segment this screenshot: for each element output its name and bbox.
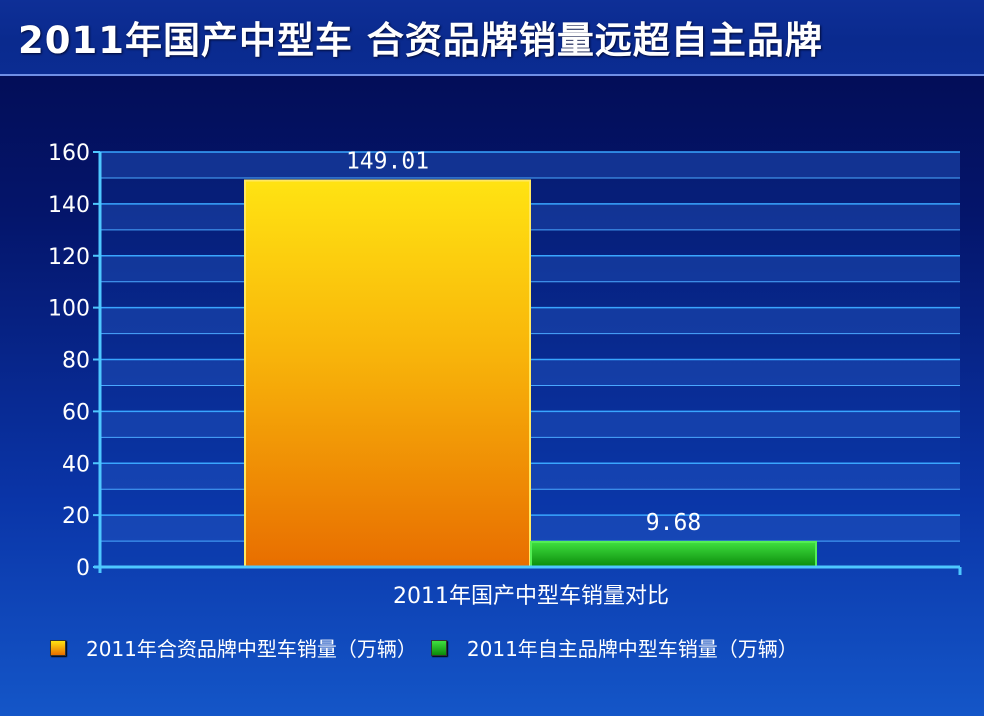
bar-0 — [244, 179, 531, 568]
y-tick-label: 140 — [48, 193, 90, 218]
y-tick-label: 0 — [76, 556, 90, 581]
data-label-1: 9.68 — [646, 510, 701, 536]
y-tick-label: 60 — [62, 400, 90, 425]
legend-item-domestic: 2011年自主品牌中型车销量（万辆） — [430, 633, 798, 662]
y-tick-label: 160 — [48, 141, 90, 166]
bar-1 — [530, 540, 817, 569]
legend-label-jv: 2011年合资品牌中型车销量（万辆） — [86, 637, 417, 661]
legend-label-domestic: 2011年自主品牌中型车销量（万辆） — [466, 637, 798, 661]
y-tick-label: 120 — [48, 245, 90, 270]
data-label-0: 149.01 — [346, 149, 429, 175]
y-tick-label: 100 — [48, 297, 90, 322]
legend: 2011年合资品牌中型车销量（万辆） 2011年自主品牌中型车销量（万辆） — [50, 633, 812, 662]
grid-band — [100, 152, 960, 178]
title-bar: 2011年国产中型车 合资品牌销量远超自主品牌 — [0, 0, 984, 76]
y-tick-label: 40 — [62, 452, 90, 477]
legend-swatch-jv — [50, 639, 66, 656]
legend-item-jv: 2011年合资品牌中型车销量（万辆） — [50, 633, 417, 662]
legend-swatch-domestic — [430, 639, 447, 656]
page-title: 2011年国产中型车 合资品牌销量远超自主品牌 — [18, 19, 823, 62]
y-tick-label: 80 — [62, 349, 90, 374]
x-category-label: 2011年国产中型车销量对比 — [393, 584, 669, 609]
y-tick-label: 20 — [62, 504, 90, 529]
